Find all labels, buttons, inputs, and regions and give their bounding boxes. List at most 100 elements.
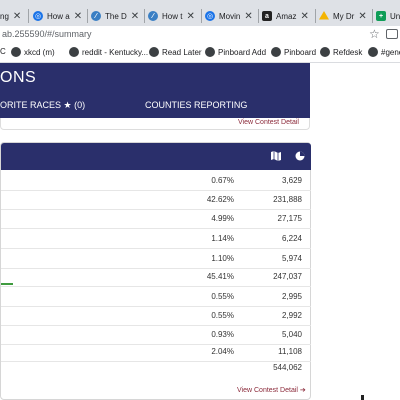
bookmark-item[interactable]: C [0,47,6,56]
globe-icon [149,47,159,57]
tab-label: How t [162,11,183,21]
previous-contest-card: View Contest Detail [0,118,310,130]
vote-count: 231,888 [273,195,302,204]
close-icon[interactable]: ✕ [244,10,253,22]
vote-share-bar [1,283,13,285]
tab-label: Amaz [276,11,297,21]
globe-icon [205,47,215,57]
bookmark-label: #gene [381,47,400,57]
browser-tab[interactable]: ⁄ The D ✕ [91,4,147,28]
table-row: 1.14% 6,224 [1,229,311,249]
tab-label: Un [390,11,400,21]
pie-chart-icon[interactable] [295,151,305,161]
vote-count: 5,040 [281,330,302,339]
bookmark-item[interactable]: #gene [368,47,400,57]
card-header [1,143,311,170]
view-contest-detail-link[interactable]: View Contest Detail [238,119,299,126]
table-row: 45.41% 247,037 [1,267,311,287]
vote-percent: 45.41% [206,272,234,281]
extension-icon[interactable] [386,29,398,39]
star-icon: ★ [63,100,72,110]
tab-label: Movin [219,11,241,21]
vote-percent: 42.62% [206,195,234,204]
tab-label: My Dr [333,11,355,21]
close-icon[interactable]: ✕ [130,10,140,22]
mouse-cursor-icon [361,395,364,400]
vote-count: 5,974 [281,254,302,263]
close-icon[interactable]: ✕ [358,10,367,22]
globe-icon [368,47,378,57]
link-label: View Contest Detail [238,119,299,126]
vote-count: 11,108 [278,347,302,356]
feather-icon: ⁄ [91,11,101,21]
view-contest-detail-link[interactable]: View Contest Detail ➔ [237,386,306,394]
arrow-right-icon: ➔ [299,387,306,394]
globe-icon [271,47,281,57]
bookmark-item[interactable]: Pinboard [271,47,316,57]
vote-count: 2,995 [281,292,302,301]
vote-percent: 1.10% [211,254,234,263]
drive-icon [319,11,329,20]
table-row: 0.55% 2,995 [1,287,311,307]
globe-icon: ◎ [205,11,215,21]
browser-tab[interactable]: ⁄ How t ✕ [148,4,204,28]
bookmark-item[interactable]: Refdesk [320,47,362,57]
browser-tab[interactable]: My Dr ✕ [319,4,375,28]
bookmark-label: Pinboard [284,47,317,57]
vote-percent: 2.04% [211,347,234,356]
page-title: ONS [0,69,37,86]
tab-label: ng [0,11,9,21]
contest-results-card: 0.67% 3,629 42.62% 231,888 4.99% 27,175 … [0,142,311,400]
globe-icon [69,47,79,57]
bookmark-item[interactable]: Read Later [149,47,202,57]
bookmark-label: xkcd (m) [24,47,55,57]
vote-count: 247,037 [273,272,302,281]
nav-counties-reporting[interactable]: COUNTIES REPORTING [145,100,248,110]
vote-percent: 0.55% [211,292,234,301]
bookmark-label: Refdesk [333,47,363,57]
bookmarks-bar: C xkcd (m) reddit - Kentucky... Read Lat… [0,43,400,63]
globe-icon [11,47,21,57]
table-row: 0.67% 3,629 [1,171,311,191]
url-field[interactable]: ab.255590/#/summary [2,29,92,39]
nav-favorite-races[interactable]: ORITE RACES ★ (0) [0,100,85,111]
browser-tab[interactable]: ◎ Movin ✕ [205,4,261,28]
total-votes: 544,062 [273,363,302,372]
bookmark-item[interactable]: xkcd (m) [11,47,55,57]
star-icon[interactable]: ☆ [369,27,380,41]
vote-count: 3,629 [281,176,302,185]
bookmark-item[interactable]: reddit - Kentucky... [69,47,148,57]
vote-count: 27,175 [277,214,302,223]
close-icon[interactable]: ✕ [73,10,83,22]
table-row: 0.93% 5,040 [1,325,311,345]
table-row: 42.62% 231,888 [1,190,311,210]
bookmark-item[interactable]: Pinboard Add [205,47,266,57]
browser-tab[interactable]: + Un [376,4,400,28]
bookmark-label: C [0,47,6,56]
close-icon[interactable]: ✕ [12,10,22,22]
site-header: ONS ORITE RACES ★ (0) COUNTIES REPORTING [0,63,310,123]
vote-percent: 0.55% [211,311,234,320]
tab-label: How a [47,11,70,21]
table-row: 0.55% 2,992 [1,306,311,326]
close-icon[interactable]: ✕ [300,10,309,22]
table-row: 1.10% 5,974 [1,249,311,269]
vote-percent: 1.14% [211,234,234,243]
feather-icon: ⁄ [148,11,158,21]
vote-count: 2,992 [281,311,302,320]
vote-percent: 0.67% [211,176,234,185]
table-row: 4.99% 27,175 [1,209,311,229]
close-icon[interactable]: ✕ [186,10,195,22]
vote-percent: 0.93% [211,330,234,339]
globe-icon [320,47,330,57]
browser-tab[interactable]: a Amaz ✕ [262,4,318,28]
address-bar: ab.255590/#/summary ☆ [0,26,400,44]
tab-label: The D [105,11,127,21]
map-icon[interactable] [271,151,281,161]
favorites-count: (0) [74,100,86,110]
total-row: 544,062 [1,358,311,378]
vote-count: 6,224 [281,234,302,243]
browser-tab[interactable]: ◎ How a ✕ [33,4,89,28]
plus-icon: + [376,11,386,21]
browser-tab[interactable]: ng ✕ [0,4,40,28]
